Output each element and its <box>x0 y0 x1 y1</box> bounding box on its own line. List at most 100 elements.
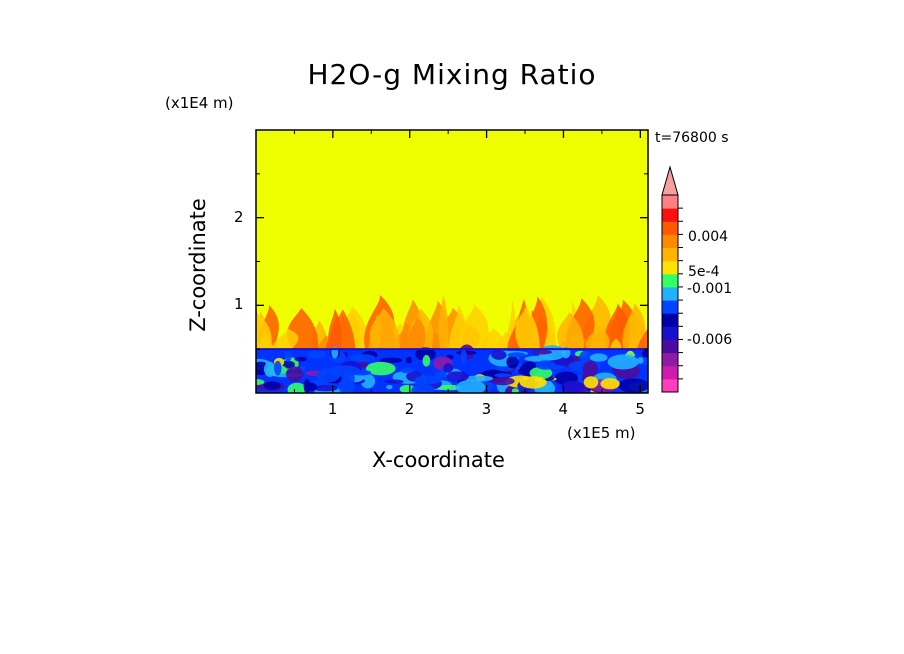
field-cell <box>284 350 292 362</box>
field-cell <box>358 361 369 368</box>
colorbar-segment <box>662 273 678 288</box>
field-cell <box>400 367 414 374</box>
y-tick-label: 1 <box>234 295 244 314</box>
field-plume <box>482 328 505 354</box>
colorbar-segment <box>662 313 678 327</box>
field-cell <box>331 346 339 359</box>
x-tick-label: 1 <box>327 400 338 418</box>
field-plume <box>448 304 466 354</box>
field-cell <box>443 362 454 373</box>
colorbar-segment <box>662 339 678 354</box>
colorbar-segment <box>662 378 678 393</box>
chart-title: H2O-g Mixing Ratio <box>307 58 597 91</box>
colorbar-segment <box>662 234 678 249</box>
colorbar-tick-label: -0.001 <box>687 281 733 297</box>
colorbar-segment <box>662 247 678 262</box>
field-cell <box>517 368 524 374</box>
x-tick-label: 5 <box>635 400 645 418</box>
field-cell <box>263 381 281 390</box>
field-cell <box>529 366 553 380</box>
field-cell <box>411 383 435 393</box>
field-plume <box>459 304 489 354</box>
x-tick-label: 4 <box>558 400 568 418</box>
field-cell <box>491 350 507 360</box>
x-tick-label: 3 <box>481 400 492 418</box>
colorbar-segment <box>662 326 678 340</box>
field-plume <box>557 312 585 354</box>
colorbar-segment <box>662 300 678 314</box>
field-plume <box>438 294 449 354</box>
field-cell <box>579 350 592 363</box>
colorbar-frame <box>661 194 679 393</box>
field-cell <box>349 354 376 362</box>
field-cell <box>641 349 648 358</box>
y-tick-label: 2 <box>234 207 244 226</box>
field-plume <box>256 311 272 354</box>
field-cell <box>637 357 644 364</box>
field-cell <box>405 356 413 364</box>
colorbar-segment <box>662 352 678 367</box>
field-cell <box>422 354 431 367</box>
field-cell <box>507 352 526 358</box>
field-plume <box>622 303 646 354</box>
colorbar-segment <box>662 365 678 380</box>
x-scale-label: (x1E5 m) <box>567 424 636 442</box>
field-cell <box>360 374 376 389</box>
field-plume <box>515 306 540 354</box>
field-cell <box>618 378 648 393</box>
field-cell <box>494 373 512 378</box>
field-cell <box>263 361 276 378</box>
colorbar-tick-label: -0.006 <box>687 332 733 348</box>
field-cell <box>384 379 404 384</box>
x-axis-label: X-coordinate <box>372 448 505 472</box>
field-cell <box>305 382 317 392</box>
field-cell <box>446 371 469 382</box>
field-cell <box>294 356 307 362</box>
field-plume <box>269 328 299 354</box>
field-cell <box>460 349 468 363</box>
field-cell <box>583 376 599 389</box>
field-cell <box>535 360 556 370</box>
field-cell <box>589 353 608 362</box>
colorbar-segment <box>662 221 678 235</box>
field-cell <box>286 366 303 382</box>
colorbar-segment <box>662 260 678 275</box>
field-plume <box>406 316 426 354</box>
field-cell <box>386 384 393 390</box>
field-plume <box>586 326 610 354</box>
colorbar-segment <box>662 286 678 301</box>
field-cell <box>455 379 486 393</box>
field-cell <box>419 375 442 385</box>
field-cell <box>491 377 515 386</box>
x-tick-label: 2 <box>404 400 415 418</box>
field-cell <box>379 357 403 364</box>
field-cell <box>415 347 436 361</box>
colorbar-tick-label: 0.004 <box>688 229 729 245</box>
field-cell <box>600 378 620 390</box>
field-cell <box>607 354 639 370</box>
field-cell <box>524 355 554 362</box>
field-cell <box>506 355 519 369</box>
z-scale-label: (x1E4 m) <box>165 94 234 112</box>
field-cell <box>437 384 461 391</box>
field-cell <box>315 368 341 383</box>
field-cell <box>307 350 326 359</box>
field-plume <box>369 308 400 354</box>
colorbar-segment <box>662 195 678 209</box>
field-cell <box>338 378 355 393</box>
field-cell <box>511 388 519 393</box>
field-cell <box>532 349 552 355</box>
field-plume <box>502 297 515 354</box>
field-cell <box>365 361 396 376</box>
colorbar-segment <box>662 208 678 222</box>
field-plume <box>324 312 341 354</box>
field-plume <box>636 327 648 354</box>
field-cell <box>312 384 338 392</box>
time-label: t=76800 s <box>655 130 729 146</box>
field-cell <box>256 378 265 386</box>
field-cell <box>273 360 282 376</box>
field-cell <box>519 376 547 389</box>
field-cell <box>560 380 585 393</box>
